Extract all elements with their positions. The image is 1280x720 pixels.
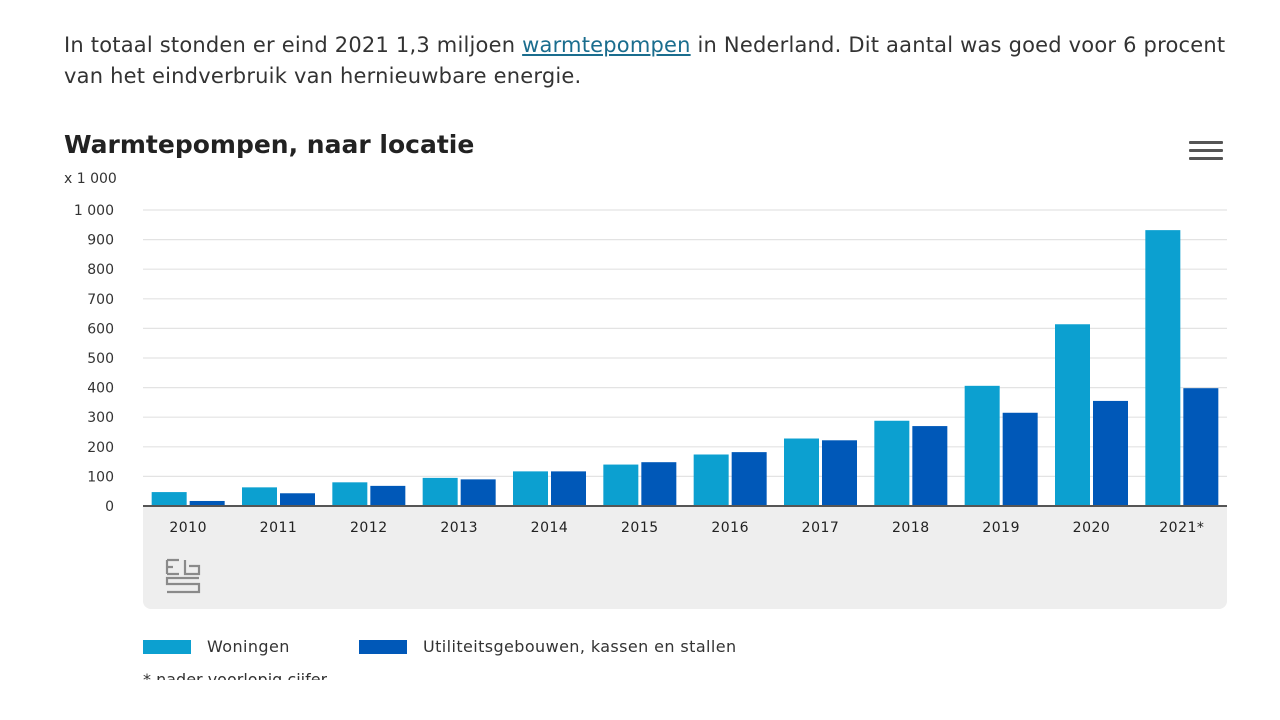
x-tick-label: 2019 [982, 520, 1020, 536]
y-tick-label: 700 [87, 292, 114, 308]
chart-title: Warmtepompen, naar locatie [64, 130, 475, 159]
bar [1183, 388, 1219, 506]
bar [784, 438, 819, 506]
y-tick-label: 100 [87, 469, 114, 485]
bar [332, 482, 368, 506]
bar [422, 477, 458, 506]
bar [1093, 400, 1128, 506]
x-tick-label: 2015 [621, 520, 659, 536]
legend-swatch-woningen [143, 639, 191, 654]
x-tick-label: 2018 [892, 520, 930, 536]
x-tick-label: 2020 [1073, 520, 1111, 536]
cbs-logo-icon [165, 558, 201, 594]
bar [151, 492, 187, 506]
bar [189, 500, 225, 506]
bar [731, 452, 767, 506]
y-axis-unit-label: x 1 000 [64, 171, 117, 187]
bar [551, 471, 586, 506]
legend-item-utiliteitsgebouwen[interactable]: Utiliteitsgebouwen, kassen en stallen [359, 636, 737, 656]
bar [1145, 230, 1181, 507]
bar [822, 440, 857, 506]
y-tick-label: 600 [87, 321, 114, 337]
y-tick-label: 900 [87, 233, 114, 249]
bar [1055, 324, 1090, 506]
bar [242, 487, 277, 506]
y-tick-label: 300 [87, 410, 114, 426]
chart-footer-area [143, 506, 1227, 609]
bar [693, 454, 729, 506]
y-tick-label: 800 [87, 262, 114, 278]
legend-label-woningen: Woningen [207, 637, 290, 656]
y-tick-label: 0 [105, 499, 114, 515]
bar [460, 479, 496, 506]
x-tick-label: 2010 [169, 520, 207, 536]
bar [1002, 412, 1038, 506]
x-tick-label: 2014 [531, 520, 569, 536]
bar [513, 471, 548, 506]
bar [912, 426, 948, 506]
bar [370, 485, 406, 506]
y-tick-label: 1 000 [74, 203, 114, 219]
bar [641, 462, 677, 506]
intro-paragraph: In totaal stonden er eind 2021 1,3 miljo… [64, 30, 1244, 92]
y-tick-label: 200 [87, 440, 114, 456]
x-tick-label: 2013 [440, 520, 478, 536]
bar [874, 420, 910, 506]
y-tick-label: 500 [87, 351, 114, 367]
x-tick-label: 2017 [802, 520, 840, 536]
bar [280, 493, 315, 506]
x-tick-label: 2021* [1159, 520, 1204, 536]
x-tick-label: 2011 [260, 520, 298, 536]
warmtepompen-link[interactable]: warmtepompen [522, 33, 691, 57]
x-tick-label: 2016 [711, 520, 749, 536]
footnote-partial: * nader voorlopig cijfer [143, 672, 327, 680]
y-tick-label: 400 [87, 381, 114, 397]
intro-text-start: In totaal stonden er eind 2021 1,3 miljo… [64, 33, 523, 57]
x-tick-label: 2012 [350, 520, 388, 536]
bar [603, 464, 639, 506]
legend-label-utiliteitsgebouwen: Utiliteitsgebouwen, kassen en stallen [423, 637, 737, 656]
hamburger-menu-icon[interactable] [1189, 141, 1223, 163]
bar [964, 385, 1000, 506]
legend-swatch-utiliteitsgebouwen [359, 639, 407, 654]
intro-text-end: in Nederland. Dit aantal was goed voor 6… [64, 33, 1226, 88]
legend-item-woningen[interactable]: Woningen [143, 636, 290, 656]
